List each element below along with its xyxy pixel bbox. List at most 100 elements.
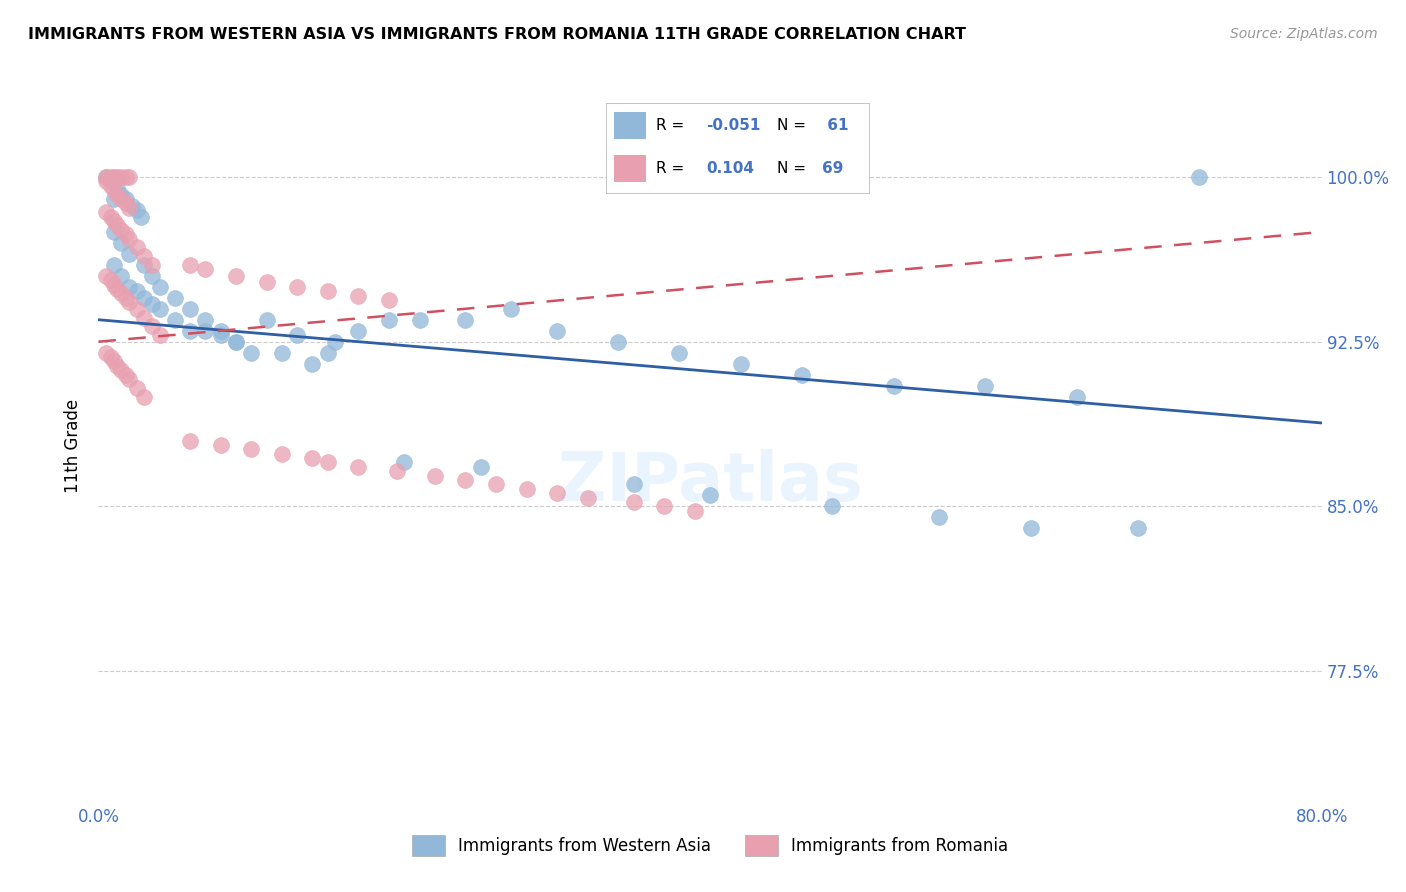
Point bbox=[225, 268, 247, 283]
Point bbox=[125, 240, 148, 254]
Point bbox=[699, 488, 721, 502]
Point bbox=[194, 262, 217, 277]
Point bbox=[270, 447, 292, 461]
Point bbox=[110, 187, 132, 202]
Point bbox=[1019, 521, 1042, 535]
Point bbox=[821, 500, 844, 514]
Text: Source: ZipAtlas.com: Source: ZipAtlas.com bbox=[1230, 27, 1378, 41]
Point bbox=[105, 187, 128, 202]
Point bbox=[115, 291, 138, 305]
Point bbox=[110, 169, 132, 184]
Point bbox=[125, 202, 148, 217]
Point bbox=[134, 291, 156, 305]
Point bbox=[118, 247, 141, 261]
Point bbox=[115, 368, 138, 382]
Point bbox=[256, 312, 278, 326]
Point bbox=[423, 468, 446, 483]
Point bbox=[270, 345, 292, 359]
Point bbox=[125, 284, 148, 298]
Point bbox=[546, 486, 568, 500]
Point bbox=[118, 280, 141, 294]
Point bbox=[141, 319, 163, 334]
Point bbox=[194, 312, 217, 326]
Point bbox=[110, 268, 132, 283]
Point bbox=[100, 178, 122, 193]
Point bbox=[163, 291, 186, 305]
Point bbox=[285, 328, 308, 343]
Point bbox=[105, 282, 128, 296]
Point bbox=[730, 357, 752, 371]
Point bbox=[103, 169, 125, 184]
Text: IMMIGRANTS FROM WESTERN ASIA VS IMMIGRANTS FROM ROMANIA 11TH GRADE CORRELATION C: IMMIGRANTS FROM WESTERN ASIA VS IMMIGRAN… bbox=[28, 27, 966, 42]
Point bbox=[115, 192, 138, 206]
Point bbox=[110, 363, 132, 377]
Point bbox=[141, 297, 163, 311]
Point bbox=[179, 434, 201, 448]
Point bbox=[163, 312, 186, 326]
Point bbox=[194, 324, 217, 338]
Point bbox=[94, 205, 117, 219]
Point bbox=[225, 334, 247, 349]
Point bbox=[501, 301, 523, 316]
Point bbox=[94, 345, 117, 359]
Point bbox=[134, 258, 156, 272]
Point bbox=[129, 210, 152, 224]
Point bbox=[683, 504, 706, 518]
Point bbox=[110, 192, 132, 206]
Text: ZIPatlas: ZIPatlas bbox=[558, 449, 862, 515]
Point bbox=[110, 223, 132, 237]
Point bbox=[485, 477, 508, 491]
Point bbox=[94, 268, 117, 283]
Point bbox=[105, 359, 128, 373]
Point bbox=[623, 495, 645, 509]
Point bbox=[623, 477, 645, 491]
Point bbox=[125, 301, 148, 316]
Point bbox=[454, 312, 477, 326]
Point bbox=[100, 174, 122, 188]
Point bbox=[125, 381, 148, 395]
Point bbox=[209, 328, 232, 343]
Point bbox=[118, 169, 141, 184]
Point bbox=[134, 390, 156, 404]
Point bbox=[105, 169, 128, 184]
Point bbox=[179, 258, 201, 272]
Point bbox=[652, 500, 675, 514]
Point bbox=[209, 324, 232, 338]
Point bbox=[378, 312, 401, 326]
Point bbox=[240, 442, 263, 457]
Legend: Immigrants from Western Asia, Immigrants from Romania: Immigrants from Western Asia, Immigrants… bbox=[405, 829, 1015, 863]
Point bbox=[316, 455, 339, 469]
Point bbox=[225, 334, 247, 349]
Point bbox=[103, 277, 125, 292]
Point bbox=[115, 196, 138, 211]
Point bbox=[103, 192, 125, 206]
Point bbox=[149, 328, 172, 343]
Point bbox=[928, 510, 950, 524]
Point bbox=[134, 249, 156, 263]
Point bbox=[408, 312, 430, 326]
Point bbox=[1066, 390, 1088, 404]
Point bbox=[316, 284, 339, 298]
Point bbox=[149, 280, 172, 294]
Point bbox=[121, 198, 143, 212]
Point bbox=[347, 459, 370, 474]
Point bbox=[790, 368, 813, 382]
Point bbox=[115, 169, 138, 184]
Point bbox=[607, 334, 630, 349]
Point bbox=[454, 473, 477, 487]
Point bbox=[141, 268, 163, 283]
Point bbox=[118, 295, 141, 310]
Point bbox=[110, 286, 132, 301]
Point bbox=[103, 354, 125, 368]
Point bbox=[110, 235, 132, 250]
Point bbox=[100, 210, 122, 224]
Point bbox=[115, 227, 138, 241]
Point bbox=[149, 301, 172, 316]
Point bbox=[179, 324, 201, 338]
Point bbox=[325, 334, 347, 349]
Point bbox=[118, 231, 141, 245]
Point bbox=[256, 276, 278, 290]
Point bbox=[103, 258, 125, 272]
Point bbox=[883, 378, 905, 392]
Y-axis label: 11th Grade: 11th Grade bbox=[65, 399, 83, 493]
